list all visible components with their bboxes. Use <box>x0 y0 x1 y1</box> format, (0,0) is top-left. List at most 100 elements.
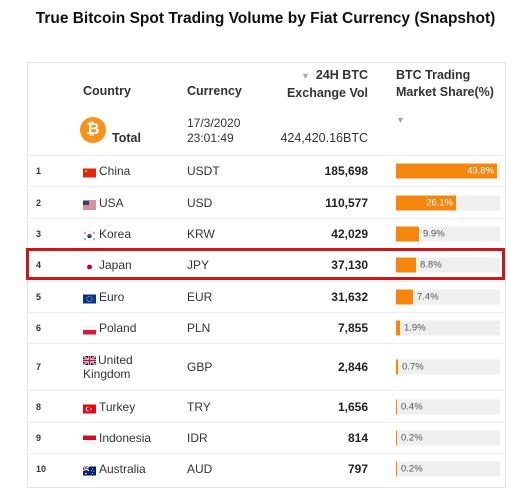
gb-flag-icon <box>82 354 97 367</box>
share-bar-track: 0.2% <box>396 430 500 446</box>
row-volume: 31,632 <box>331 289 368 304</box>
table-row[interactable]: 1 ★ China USDT 185,698 43.8% <box>28 155 505 186</box>
header-share-line1: BTC Trading <box>396 68 471 82</box>
share-bar <box>396 163 497 179</box>
sort-arrow-icon[interactable]: ▼ <box>300 71 310 81</box>
share-label: 9.9% <box>423 228 445 240</box>
share-bar <box>396 289 413 305</box>
row-rank: 7 <box>36 362 42 373</box>
row-rank: 9 <box>36 432 42 443</box>
au-flag-icon <box>82 465 96 476</box>
header-currency: Currency <box>187 84 242 98</box>
share-bar-track: 0.2% <box>396 461 500 477</box>
id-flag-icon <box>83 433 96 445</box>
share-bar <box>396 226 419 242</box>
total-label: Total <box>112 131 141 145</box>
table-row[interactable]: 10 Australia AUD 797 0.2% <box>28 453 505 484</box>
share-label: 43.8% <box>467 165 494 177</box>
row-volume: 797 <box>347 462 368 477</box>
tr-flag-icon <box>83 402 96 414</box>
row-currency: AUD <box>187 462 213 477</box>
row-volume: 185,698 <box>324 164 368 179</box>
header-share-line2: Market Share(%) <box>396 85 494 99</box>
table-row[interactable]: 3 Korea KRW 42,029 9.9% <box>28 217 505 249</box>
row-country: Indonesia <box>99 430 152 445</box>
share-bar <box>396 399 397 415</box>
chart-title: True Bitcoin Spot Trading Volume by Fiat… <box>35 10 496 27</box>
pl-flag-icon <box>83 324 96 335</box>
share-bar <box>396 320 400 336</box>
row-rank: 3 <box>36 228 42 239</box>
row-country: Poland <box>99 321 137 336</box>
share-label: 26.1% <box>426 197 453 209</box>
row-currency: IDR <box>187 430 208 445</box>
cn-flag-icon: ★ <box>83 167 96 178</box>
row-rank: 2 <box>36 197 42 208</box>
share-label: 0.7% <box>402 361 424 373</box>
share-label: 0.2% <box>401 432 423 444</box>
jp-flag-icon <box>83 261 96 272</box>
snapshot-time: 23:01:49 <box>187 130 234 145</box>
kr-flag-icon <box>82 229 97 241</box>
share-bar-track: 8.8% <box>396 257 500 273</box>
share-label: 0.4% <box>401 401 423 413</box>
share-bar <box>396 195 456 211</box>
share-sort-arrow-icon[interactable]: ▼ <box>396 115 405 125</box>
share-label: 1.9% <box>404 322 426 334</box>
table-row[interactable]: 5 Euro EUR 31,632 7.4% <box>28 280 505 312</box>
row-currency: EUR <box>187 289 213 304</box>
row-currency: JPY <box>187 258 210 273</box>
us-flag-icon <box>83 198 96 210</box>
table-row[interactable]: 2 USA USD 110,577 26.1% <box>28 186 505 217</box>
row-rank: 8 <box>36 401 42 412</box>
share-bar <box>396 461 397 477</box>
row-country: United Kingdom <box>82 353 163 382</box>
svg-text:★: ★ <box>84 169 88 174</box>
row-currency: USD <box>187 195 213 210</box>
row-country: USA <box>99 195 124 210</box>
header-volume-line1: 24H BTC <box>315 68 368 82</box>
share-bar-track: 9.9% <box>396 226 500 242</box>
row-currency: TRY <box>187 399 211 414</box>
row-country: Korea <box>99 226 132 241</box>
row-country: Turkey <box>99 399 136 414</box>
row-country: Euro <box>99 289 125 304</box>
header-share: BTC Trading Market Share(%) <box>396 67 494 101</box>
row-volume: 42,029 <box>331 226 368 241</box>
row-rank: 10 <box>36 464 47 475</box>
row-currency: GBP <box>187 360 213 375</box>
row-rank: 4 <box>36 260 42 271</box>
row-rank: 6 <box>36 323 42 334</box>
share-bar-track: 0.7% <box>396 359 500 375</box>
volume-table-panel: Country Currency ▼ 24H BTC Exchange Vol B… <box>27 62 506 488</box>
table-row[interactable]: 8 Turkey TRY 1,656 0.4% <box>28 390 505 421</box>
row-country: Australia <box>99 462 146 477</box>
header-volume[interactable]: ▼ 24H BTC Exchange Vol <box>287 67 368 102</box>
bitcoin-icon: ₿ <box>80 117 106 143</box>
share-bar-track: 1.9% <box>396 320 500 336</box>
eu-flag-icon <box>83 292 96 304</box>
snapshot-datetime: 17/3/2020 23:01:49 <box>187 116 240 145</box>
row-country-name: United Kingdom <box>83 353 133 382</box>
share-bar <box>396 430 397 446</box>
row-rank: 1 <box>36 166 42 177</box>
row-volume: 1,656 <box>337 399 368 414</box>
row-currency: PLN <box>187 321 211 336</box>
share-bar <box>396 257 416 273</box>
table-row[interactable]: 9 Indonesia IDR 814 0.2% <box>28 421 505 453</box>
header-volume-line2: Exchange Vol <box>286 86 368 100</box>
table-row[interactable]: 7 United Kingdom GBP 2,846 0.7% <box>28 343 505 390</box>
row-volume: 37,130 <box>331 258 368 273</box>
row-currency: USDT <box>187 164 220 179</box>
share-bar-track: 26.1% <box>396 195 500 211</box>
share-bar <box>396 359 398 375</box>
row-country: Japan <box>99 258 132 273</box>
row-volume: 814 <box>347 430 368 445</box>
row-volume: 2,846 <box>337 360 368 375</box>
table-row[interactable]: 6 Poland PLN 7,855 1.9% <box>28 311 505 343</box>
snapshot-date: 17/3/2020 <box>187 116 241 130</box>
table-row[interactable]: 4 Japan JPY 37,130 8.8% <box>28 249 505 280</box>
share-bar-track: 43.8% <box>396 163 500 179</box>
share-label: 0.2% <box>401 463 423 475</box>
row-volume: 110,577 <box>325 195 368 210</box>
